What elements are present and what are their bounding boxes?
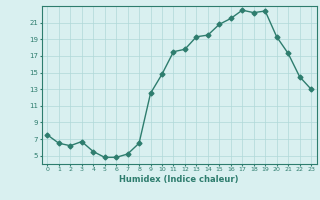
X-axis label: Humidex (Indice chaleur): Humidex (Indice chaleur)	[119, 175, 239, 184]
